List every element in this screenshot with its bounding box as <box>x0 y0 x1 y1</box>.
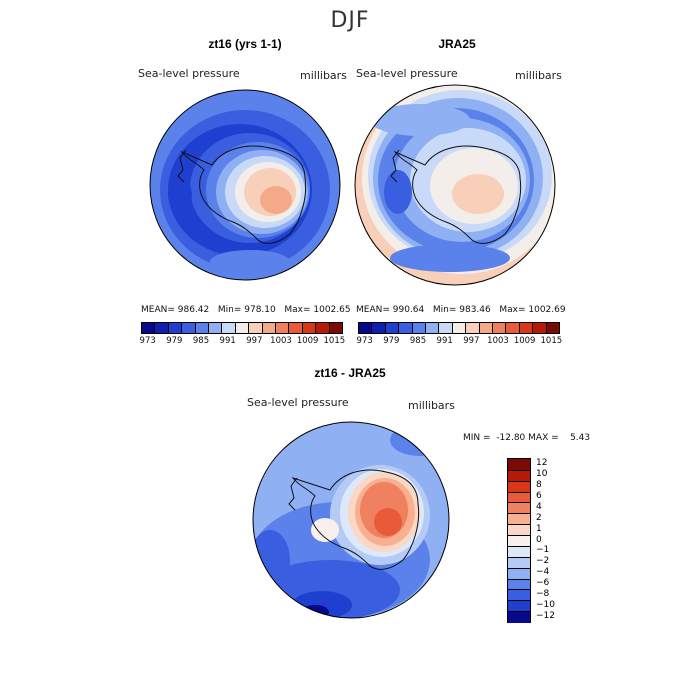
panel3-colorbar-labels: 12 10 8 6 4 2 1 0 −1 −2 −4 −6 −8 −10 −12 <box>536 458 576 621</box>
panel1-stats: MEAN= 986.42 Min= 978.10 Max= 1002.65 <box>141 305 351 315</box>
colorbar-tick-label: 985 <box>192 336 210 346</box>
colorbar-swatch <box>142 323 156 333</box>
colorbar-tick-label: 979 <box>383 336 400 346</box>
colorbar-swatch <box>546 323 560 333</box>
colorbar-tick-label: −6 <box>536 577 550 588</box>
colorbar-tick-label: −4 <box>536 567 550 578</box>
colorbar-tick-label: −8 <box>536 588 550 599</box>
colorbar-swatch <box>519 323 534 333</box>
colorbar-tick-label: −10 <box>536 599 555 610</box>
colorbar-tick-label: 1009 <box>513 336 536 346</box>
colorbar-tick-label: 973 <box>139 336 156 346</box>
colorbar-swatch <box>508 578 530 591</box>
panel3-contours <box>253 422 449 618</box>
colorbar-swatch <box>508 524 530 537</box>
colorbar-swatch <box>508 491 530 504</box>
colorbar-swatch <box>182 323 196 333</box>
panel2-colorbar <box>358 322 560 334</box>
colorbar-tick-label: 0 <box>536 534 542 545</box>
colorbar-swatch <box>329 323 343 333</box>
colorbar-tick-label: 991 <box>219 336 236 346</box>
colorbar-tick-label: 2 <box>536 512 542 523</box>
colorbar-swatch <box>262 323 277 333</box>
panel1-units: millibars <box>300 69 347 82</box>
colorbar-swatch <box>508 459 530 470</box>
colorbar-tick-label: 985 <box>409 336 427 346</box>
colorbar-tick-label: 10 <box>536 469 548 480</box>
panel2-title: JRA25 <box>438 37 476 51</box>
colorbar-tick-label: 1009 <box>296 336 319 346</box>
colorbar-swatch <box>385 323 400 333</box>
colorbar-swatch <box>209 323 223 333</box>
colorbar-swatch <box>508 535 530 547</box>
colorbar-tick-label: 991 <box>436 336 453 346</box>
colorbar-swatch <box>439 323 453 333</box>
panel1-contours <box>150 90 340 280</box>
colorbar-swatch <box>276 323 290 333</box>
panel2-stats: MEAN= 990.64 Min= 983.46 Max= 1002.69 <box>356 305 566 315</box>
colorbar-tick-label: −1 <box>536 545 550 556</box>
panel2-units: millibars <box>515 69 562 82</box>
colorbar-swatch <box>249 323 263 333</box>
colorbar-tick-label: 979 <box>166 336 183 346</box>
colorbar-swatch <box>508 469 530 482</box>
colorbar-swatch <box>508 513 530 526</box>
colorbar-tick-label: 4 <box>536 501 542 512</box>
colorbar-swatch <box>508 556 530 569</box>
panel3-variable: Sea-level pressure <box>247 396 349 409</box>
panel2-colorbar-labels: 973 979 985 991 997 1003 1009 1015 <box>356 336 563 348</box>
colorbar-swatch <box>452 323 467 333</box>
colorbar-tick-label: −2 <box>536 556 550 567</box>
colorbar-tick-label: 8 <box>536 480 542 491</box>
panel2-contours <box>355 85 555 285</box>
colorbar-swatch <box>426 323 440 333</box>
colorbar-swatch <box>316 323 330 333</box>
colorbar-tick-label: 1 <box>536 523 542 534</box>
colorbar-tick-label: 1003 <box>487 336 509 346</box>
colorbar-swatch <box>508 600 530 613</box>
panel3-title: zt16 - JRA25 <box>314 366 386 380</box>
panel1-title: zt16 (yrs 1-1) <box>208 37 282 51</box>
colorbar-swatch <box>222 323 236 333</box>
colorbar-swatch <box>302 323 317 333</box>
colorbar-tick-label: 1003 <box>270 336 292 346</box>
colorbar-swatch <box>372 323 386 333</box>
panel1-colorbar-labels: 973 979 985 991 997 1003 1009 1015 <box>139 336 346 348</box>
colorbar-swatch <box>508 545 530 558</box>
panel2-variable: Sea-level pressure <box>356 67 458 80</box>
panel1-colorbar <box>141 322 343 334</box>
panel3-minmax: MIN = -12.80 MAX = 5.43 <box>463 433 591 443</box>
colorbar-tick-label: 6 <box>536 491 542 502</box>
colorbar-swatch <box>289 323 303 333</box>
colorbar-tick-label: 12 <box>536 458 548 469</box>
colorbar-swatch <box>479 323 494 333</box>
colorbar-tick-label: −12 <box>536 610 555 621</box>
colorbar-swatch <box>466 323 480 333</box>
colorbar-swatch <box>155 323 169 333</box>
colorbar-swatch <box>508 589 530 602</box>
colorbar-swatch <box>508 480 530 493</box>
colorbar-swatch <box>508 502 530 515</box>
colorbar-swatch <box>412 323 427 333</box>
figure-title: DJF <box>330 8 370 33</box>
panel3-units: millibars <box>408 399 455 412</box>
panel1-variable: Sea-level pressure <box>138 67 240 80</box>
colorbar-tick-label: 997 <box>246 336 263 346</box>
colorbar-swatch <box>235 323 250 333</box>
panel3-colorbar <box>507 458 531 623</box>
colorbar-tick-label: 1015 <box>323 336 346 346</box>
colorbar-swatch <box>533 323 547 333</box>
colorbar-swatch <box>399 323 413 333</box>
colorbar-swatch <box>493 323 507 333</box>
colorbar-swatch <box>508 611 530 623</box>
colorbar-swatch <box>359 323 373 333</box>
colorbar-swatch <box>508 567 530 580</box>
colorbar-tick-label: 1015 <box>540 336 563 346</box>
colorbar-swatch <box>195 323 210 333</box>
colorbar-tick-label: 973 <box>356 336 373 346</box>
colorbar-swatch <box>506 323 520 333</box>
colorbar-tick-label: 997 <box>463 336 480 346</box>
colorbar-swatch <box>168 323 183 333</box>
